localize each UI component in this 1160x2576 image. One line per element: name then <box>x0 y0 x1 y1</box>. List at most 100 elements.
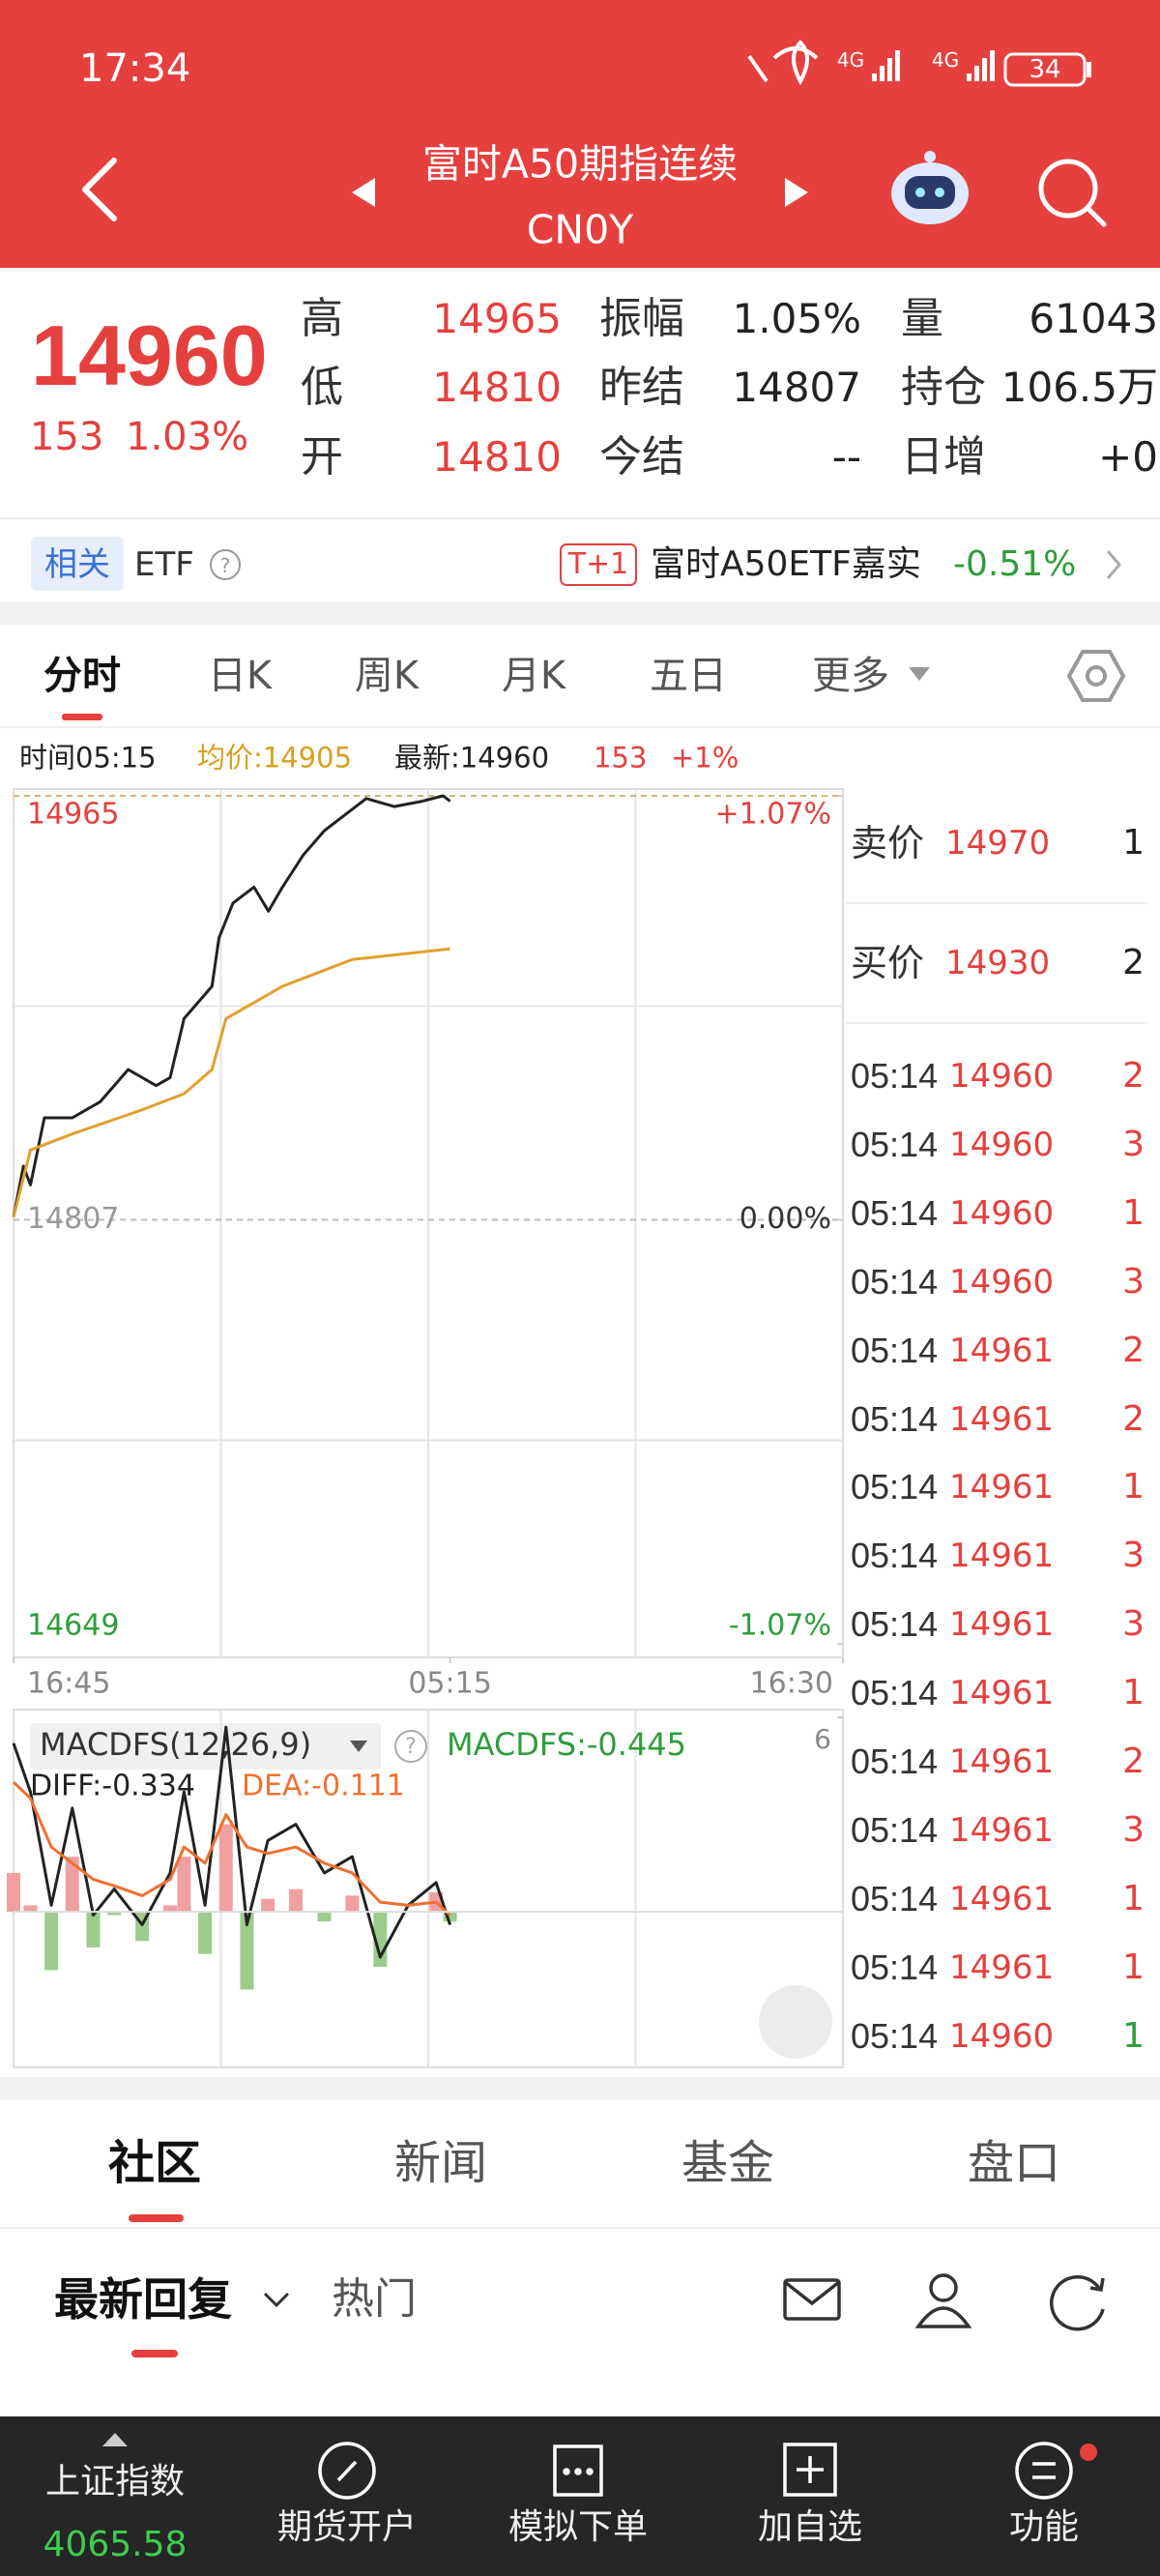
next-button[interactable] <box>785 178 808 207</box>
histogram-bar <box>317 1912 332 1922</box>
more-arrow[interactable] <box>909 667 930 681</box>
stat-value: -- <box>831 433 861 481</box>
histogram-bar <box>443 1912 457 1922</box>
prev-button[interactable] <box>352 178 375 207</box>
histogram-bar <box>218 1824 233 1913</box>
x-tick-label: 05:15 <box>408 1667 491 1701</box>
mail-button[interactable] <box>783 2278 841 2321</box>
indicator-select-bg[interactable] <box>30 1723 381 1770</box>
trade-volume: 1 <box>1122 1947 1145 1987</box>
x-tick-label: 16:45 <box>27 1667 110 1701</box>
trade-price: 14961 <box>949 1947 1055 1987</box>
nav-item[interactable]: 期货开户 <box>276 2507 418 2547</box>
y-tick-label: 14807 <box>27 1202 119 1236</box>
stat-label: 低 <box>301 363 343 412</box>
nav-icons[interactable] <box>318 2442 1073 2500</box>
nav-item[interactable]: 加自选 <box>757 2507 863 2547</box>
histogram-bar <box>7 1872 20 1913</box>
stat-label: 量 <box>901 294 943 343</box>
back-button[interactable] <box>82 158 117 221</box>
trade-price: 14961 <box>949 1537 1055 1576</box>
refresh-button[interactable] <box>1050 2275 1105 2331</box>
trade-time: 05:14 <box>851 2015 939 2056</box>
trade-volume: 3 <box>1122 1536 1145 1576</box>
etf-chevron[interactable] <box>1106 550 1121 579</box>
section-tab[interactable]: 社区 <box>107 2136 202 2190</box>
battery-level: 34 <box>1029 55 1061 84</box>
header-bg <box>0 0 1160 268</box>
histogram-bar <box>23 1905 38 1913</box>
search-button[interactable] <box>1038 159 1107 227</box>
stat-label: 振幅 <box>599 294 684 343</box>
divider <box>0 517 1160 519</box>
stat-value: 106.5万 <box>1000 364 1158 411</box>
trade-time: 05:14 <box>851 1124 939 1164</box>
trade-volume: 3 <box>1122 1809 1145 1850</box>
chart-tab[interactable]: 更多 <box>812 654 889 698</box>
x-tick-label: 16:30 <box>750 1667 833 1701</box>
sub-tab[interactable]: 最新回复 <box>54 2273 232 2326</box>
histogram-bar <box>345 1895 360 1913</box>
network-type: 4G <box>836 48 865 72</box>
trade-price: 14961 <box>949 1742 1055 1781</box>
trade-price: 14961 <box>949 1605 1055 1645</box>
trade-time: 05:14 <box>851 1192 939 1233</box>
chart-tab[interactable]: 分时 <box>44 654 121 698</box>
etf-fund[interactable]: 富时A50ETF嘉实 <box>651 544 921 584</box>
series-line <box>12 947 450 1218</box>
trade-volume: 1 <box>1122 1878 1145 1918</box>
book-label: 买价 <box>851 942 925 984</box>
y2-tick-label: -1.07% <box>729 1609 831 1643</box>
help-icon[interactable] <box>210 549 241 580</box>
help-mark[interactable]: ? <box>219 554 231 577</box>
sort-chevron[interactable] <box>263 2292 290 2308</box>
stat-value: +0 <box>1098 433 1158 481</box>
trade-volume: 2 <box>1122 1398 1145 1439</box>
histogram-bar <box>261 1898 276 1913</box>
histogram-bar <box>240 1912 254 1990</box>
chart-tab[interactable]: 日K <box>207 654 273 698</box>
histogram-bar <box>177 1857 191 1913</box>
chart-tab[interactable]: 周K <box>354 654 420 698</box>
index-name[interactable]: 上证指数 <box>44 2462 186 2502</box>
etf-label: ETF <box>134 545 194 584</box>
nav-item[interactable]: 模拟下单 <box>508 2507 649 2547</box>
trade-volume: 1 <box>1122 1673 1145 1713</box>
indicator-arrow[interactable] <box>350 1741 367 1752</box>
trade-time: 05:14 <box>851 1947 939 1987</box>
user-button[interactable] <box>914 2273 972 2328</box>
trade-volume: 3 <box>1122 1261 1145 1302</box>
trade-time: 05:14 <box>851 1673 939 1713</box>
section-tab[interactable]: 盘口 <box>967 2136 1061 2190</box>
indicator-title: MACDFS(12,26,9) <box>40 1726 311 1763</box>
help-icon[interactable] <box>394 1730 427 1763</box>
trade-price: 14961 <box>949 1879 1055 1918</box>
trade-time: 05:14 <box>851 1467 939 1508</box>
trade-volume: 2 <box>1122 1056 1145 1096</box>
trade-time: 05:14 <box>851 1809 939 1850</box>
y-tick-label: 14965 <box>27 798 119 832</box>
status-icons <box>747 40 1091 87</box>
section-tab[interactable]: 基金 <box>681 2136 775 2190</box>
sub-tab[interactable]: 热门 <box>332 2274 417 2324</box>
stat-label: 昨结 <box>599 363 684 412</box>
stat-label: 今结 <box>599 432 684 482</box>
nav-up-arrow <box>102 2433 128 2446</box>
badge-box <box>560 543 637 586</box>
robot-icon[interactable] <box>891 151 969 224</box>
trade-price: 14961 <box>949 1331 1055 1370</box>
settings-button[interactable] <box>1066 650 1126 702</box>
stat-value: 14965 <box>432 295 562 342</box>
stat-label: 高 <box>301 294 343 343</box>
section-tab[interactable]: 新闻 <box>393 2136 488 2190</box>
trade-price: 14961 <box>949 1399 1055 1439</box>
chart-tab[interactable]: 五日 <box>650 654 727 698</box>
nav-item[interactable]: 功能 <box>1008 2507 1080 2547</box>
tab-underline <box>62 714 102 720</box>
expand-button[interactable] <box>759 1985 832 2059</box>
histogram-bar <box>65 1857 79 1913</box>
chart-tab[interactable]: 月K <box>501 654 566 698</box>
indicator-value: MACDFS:-0.445 <box>447 1726 686 1763</box>
y2-tick-label: 0.00% <box>740 1202 831 1236</box>
